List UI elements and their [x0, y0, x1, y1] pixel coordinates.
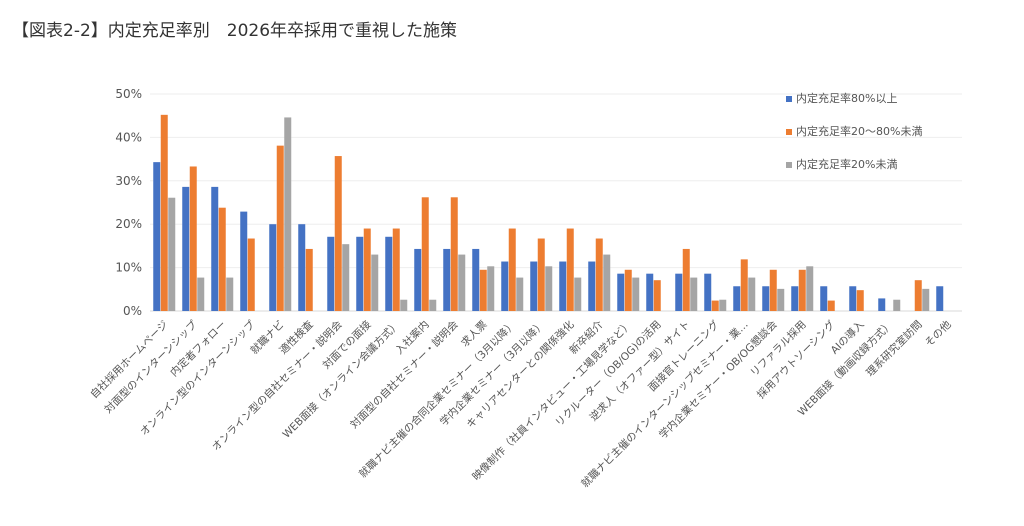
- bar-2: [189, 166, 197, 311]
- bar-2: [653, 280, 661, 311]
- bar-3: [719, 299, 727, 311]
- bar-1: [443, 248, 451, 311]
- bar-1: [327, 236, 335, 311]
- y-tick-label: 0%: [123, 304, 142, 318]
- x-category-label: その他: [922, 318, 954, 350]
- bar-3: [197, 277, 205, 311]
- legend-label: 内定充足率80%以上: [796, 91, 897, 105]
- bar-3: [516, 277, 524, 311]
- bar-2: [537, 238, 545, 311]
- legend-swatch: [786, 162, 792, 168]
- bar-1: [646, 273, 654, 311]
- bar-2: [334, 156, 342, 311]
- bar-3: [777, 288, 785, 311]
- bar-1: [559, 261, 567, 311]
- y-tick-label: 50%: [115, 87, 142, 101]
- bar-2: [479, 269, 487, 311]
- bar-3: [371, 254, 379, 311]
- bar-1: [530, 261, 538, 311]
- y-tick-label: 40%: [115, 130, 142, 144]
- bar-2: [305, 248, 313, 311]
- bar-1: [356, 236, 364, 311]
- bar-3: [690, 277, 698, 311]
- bar-1: [849, 286, 857, 311]
- x-category-label: 学内企業セミナー（3月以降）: [437, 318, 547, 428]
- bar-2: [856, 290, 864, 311]
- bar-3: [603, 254, 611, 311]
- legend-label: 内定充足率20～80%未満: [796, 124, 922, 138]
- bar-1: [704, 273, 712, 311]
- bar-1: [617, 273, 625, 311]
- bar-1: [675, 273, 683, 311]
- bar-1: [182, 186, 190, 311]
- chart-title: 【図表2-2】内定充足率別 2026年卒採用で重視した施策: [12, 21, 458, 41]
- bar-2: [450, 197, 458, 311]
- bar-1: [298, 224, 306, 311]
- bar-2: [247, 238, 255, 311]
- bar-2: [595, 238, 603, 311]
- bar-3: [922, 288, 930, 311]
- bar-2: [218, 207, 226, 311]
- bar-2: [798, 269, 806, 311]
- bar-2: [682, 248, 690, 311]
- bar-3: [487, 266, 495, 311]
- bar-1: [791, 286, 799, 311]
- bar-3: [574, 277, 582, 311]
- bar-1: [269, 224, 277, 311]
- bar-1: [414, 248, 422, 311]
- bar-1: [820, 286, 828, 311]
- y-tick-label: 20%: [115, 217, 142, 231]
- bar-2: [392, 228, 400, 311]
- legend-label: 内定充足率20%未満: [796, 157, 897, 171]
- bar-1: [733, 286, 741, 311]
- bar-3: [545, 266, 553, 311]
- bar-3: [168, 197, 176, 311]
- bar-1: [153, 162, 161, 311]
- bar-2: [160, 114, 168, 311]
- bar-1: [472, 248, 480, 311]
- bar-2: [421, 197, 429, 311]
- bar-3: [342, 244, 350, 311]
- bar-3: [458, 254, 466, 311]
- bar-2: [827, 300, 835, 311]
- bar-2: [276, 145, 284, 311]
- bar-2: [914, 280, 922, 311]
- bar-1: [211, 186, 219, 311]
- bar-1: [762, 286, 770, 311]
- bar-3: [429, 299, 437, 311]
- bar-2: [740, 259, 748, 311]
- legend-swatch: [786, 96, 792, 102]
- bar-2: [508, 228, 516, 311]
- bar-2: [711, 300, 719, 311]
- bar-3: [632, 277, 640, 311]
- y-tick-label: 30%: [115, 174, 142, 188]
- bar-1: [588, 261, 596, 311]
- bar-3: [806, 266, 814, 311]
- bar-3: [226, 277, 234, 311]
- bar-2: [363, 228, 371, 311]
- bar-1: [501, 261, 509, 311]
- bar-3: [284, 117, 292, 311]
- bar-1: [936, 286, 944, 311]
- bar-3: [748, 277, 756, 311]
- bar-2: [769, 269, 777, 311]
- bar-1: [240, 211, 248, 311]
- bar-2: [624, 269, 632, 311]
- bar-3: [400, 299, 408, 311]
- bar-1: [385, 236, 393, 311]
- bar-1: [878, 298, 886, 311]
- bar-3: [893, 299, 901, 311]
- bar-2: [566, 228, 574, 311]
- y-tick-label: 10%: [115, 261, 142, 275]
- legend-swatch: [786, 129, 792, 135]
